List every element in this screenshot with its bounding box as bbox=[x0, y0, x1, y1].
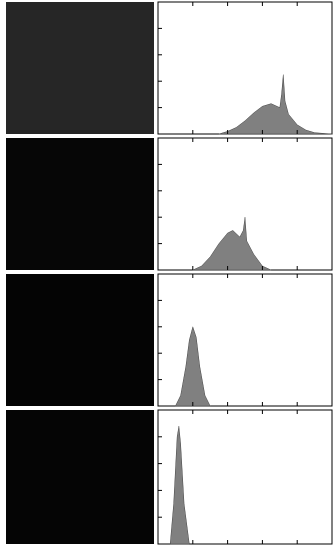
image-panel bbox=[6, 410, 154, 544]
figure bbox=[0, 0, 333, 546]
image-panel bbox=[6, 2, 154, 134]
plot-frame bbox=[158, 2, 332, 134]
image-panel bbox=[6, 138, 154, 270]
image-panel bbox=[6, 274, 154, 406]
